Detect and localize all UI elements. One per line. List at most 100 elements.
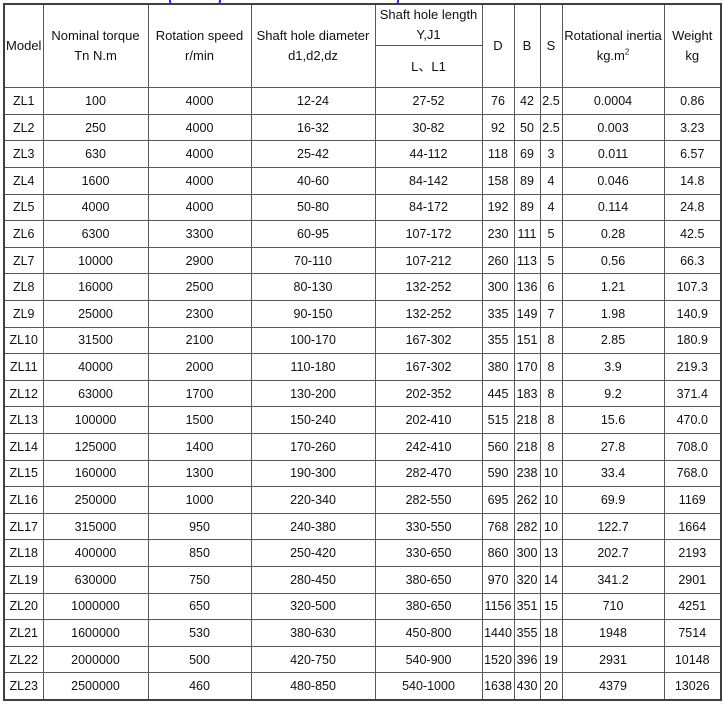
cell-s: 18 (539, 619, 563, 647)
cell-model: ZL15 (3, 459, 44, 488)
col-header-label: Rotation speed (155, 28, 244, 43)
cell-d: 1440 (481, 619, 515, 647)
table-body: ZL1 100 4000 12-24 27-52 76 42 2.5 0.0004 0.86 ZL2… (3, 87, 722, 701)
cell-shaft-hole-length: 450-800 (374, 619, 483, 647)
cell-shaft-hole-length: 202-410 (374, 406, 483, 434)
cell-shaft-hole-length: 27-52 (374, 87, 483, 115)
cell-shaft-hole-length: 132-252 (374, 273, 483, 302)
table-row: ZL21 1600000 530 380-630 450-800 1440 355 18 194… (3, 619, 722, 647)
cell-weight: 1664 (663, 512, 722, 541)
cell-model: ZL11 (3, 353, 44, 381)
cell-nominal-torque: 40000 (42, 353, 149, 381)
table-row: ZL2 250 4000 16-32 30-82 92 50 2.5 0.003 3.23 (3, 113, 722, 142)
table-row: ZL22 2000000 500 420-750 540-900 1520 396 19 293… (3, 645, 722, 674)
cell-weight: 24.8 (663, 193, 722, 222)
cell-s: 2.5 (539, 113, 563, 142)
cell-shaft-hole-length: 84-172 (374, 193, 483, 222)
cell-shaft-hole-diameter: 280-450 (250, 565, 376, 594)
col-header-b: B (513, 3, 541, 89)
cell-b: 183 (513, 379, 541, 408)
cell-d: 515 (481, 406, 515, 434)
cell-rotational-inertia: 9.2 (561, 379, 665, 408)
cell-shaft-hole-diameter: 250-420 (250, 539, 376, 567)
cell-b: 355 (513, 619, 541, 647)
cell-s: 8 (539, 433, 563, 461)
cell-weight: 0.86 (663, 87, 722, 115)
cell-model: ZL4 (3, 167, 44, 195)
cell-d: 1638 (481, 672, 515, 701)
cell-rotational-inertia: 202.7 (561, 539, 665, 567)
cell-s: 19 (539, 645, 563, 674)
cell-rotation-speed: 1700 (147, 379, 252, 408)
table-row: ZL6 6300 3300 60-95 107-172 230 111 5 0.28 42.5 (3, 220, 722, 248)
cell-rotational-inertia: 3.9 (561, 353, 665, 381)
cell-weight: 1169 (663, 486, 722, 514)
cell-model: ZL12 (3, 379, 44, 408)
cell-rotation-speed: 950 (147, 512, 252, 541)
col-header-label: B (522, 38, 532, 54)
cell-b: 430 (513, 672, 541, 701)
table-row: ZL18 400000 850 250-420 330-650 860 300 13 202.7… (3, 539, 722, 567)
cell-d: 118 (481, 140, 515, 169)
cell-nominal-torque: 2000000 (42, 645, 149, 674)
col-header-d: D (481, 3, 515, 89)
cell-rotation-speed: 460 (147, 672, 252, 701)
cell-shaft-hole-diameter: 190-300 (250, 459, 376, 488)
cell-nominal-torque: 630 (42, 140, 149, 169)
cell-b: 42 (513, 87, 541, 115)
cell-model: ZL8 (3, 273, 44, 302)
cell-model: ZL16 (3, 486, 44, 514)
table-row: ZL23 2500000 460 480-850 540-1000 1638 430 20 43… (3, 672, 722, 701)
cell-shaft-hole-diameter: 25-42 (250, 140, 376, 169)
cell-rotation-speed: 2500 (147, 273, 252, 302)
cell-rotational-inertia: 2931 (561, 645, 665, 674)
cell-model: ZL3 (3, 140, 44, 169)
cell-rotation-speed: 1400 (147, 433, 252, 461)
cell-b: 113 (513, 246, 541, 275)
cell-shaft-hole-diameter: 60-95 (250, 220, 376, 248)
cell-s: 4 (539, 193, 563, 222)
cell-weight: 180.9 (663, 326, 722, 355)
table-row: ZL17 315000 950 240-380 330-550 768 282 10 122.7… (3, 512, 722, 541)
cell-d: 300 (481, 273, 515, 302)
col-header-shaft-hole-length: Shaft hole length Y,J1 (374, 3, 483, 47)
cell-nominal-torque: 1600000 (42, 619, 149, 647)
cell-d: 380 (481, 353, 515, 381)
cell-d: 1520 (481, 645, 515, 674)
cell-weight: 140.9 (663, 300, 722, 328)
cell-shaft-hole-length: 380-650 (374, 565, 483, 594)
col-header-label: Shaft hole diameter (256, 28, 370, 43)
cell-b: 300 (513, 539, 541, 567)
table-row: ZL20 1000000 650 320-500 380-650 1156 351 15 710… (3, 592, 722, 621)
cell-rotation-speed: 500 (147, 645, 252, 674)
cell-shaft-hole-diameter: 90-150 (250, 300, 376, 328)
cell-d: 860 (481, 539, 515, 567)
cell-rotational-inertia: 0.114 (561, 193, 665, 222)
cell-rotation-speed: 2900 (147, 246, 252, 275)
cell-d: 92 (481, 113, 515, 142)
cell-model: ZL6 (3, 220, 44, 248)
cell-shaft-hole-diameter: 50-80 (250, 193, 376, 222)
cell-model: ZL19 (3, 565, 44, 594)
cell-nominal-torque: 630000 (42, 565, 149, 594)
cell-shaft-hole-length: 107-212 (374, 246, 483, 275)
cell-rotational-inertia: 0.011 (561, 140, 665, 169)
cell-b: 149 (513, 300, 541, 328)
cell-nominal-torque: 31500 (42, 326, 149, 355)
cell-model: ZL13 (3, 406, 44, 434)
cell-b: 320 (513, 565, 541, 594)
cell-weight: 4251 (663, 592, 722, 621)
cell-b: 396 (513, 645, 541, 674)
cell-weight: 13026 (663, 672, 722, 701)
cell-d: 158 (481, 167, 515, 195)
col-header-model: Model (3, 3, 44, 89)
cell-b: 111 (513, 220, 541, 248)
cell-model: ZL5 (3, 193, 44, 222)
cell-s: 5 (539, 220, 563, 248)
cell-rotation-speed: 750 (147, 565, 252, 594)
cell-rotation-speed: 2100 (147, 326, 252, 355)
cell-s: 4 (539, 167, 563, 195)
table-row: ZL3 630 4000 25-42 44-112 118 69 3 0.011 6.57 (3, 140, 722, 169)
cell-nominal-torque: 400000 (42, 539, 149, 567)
